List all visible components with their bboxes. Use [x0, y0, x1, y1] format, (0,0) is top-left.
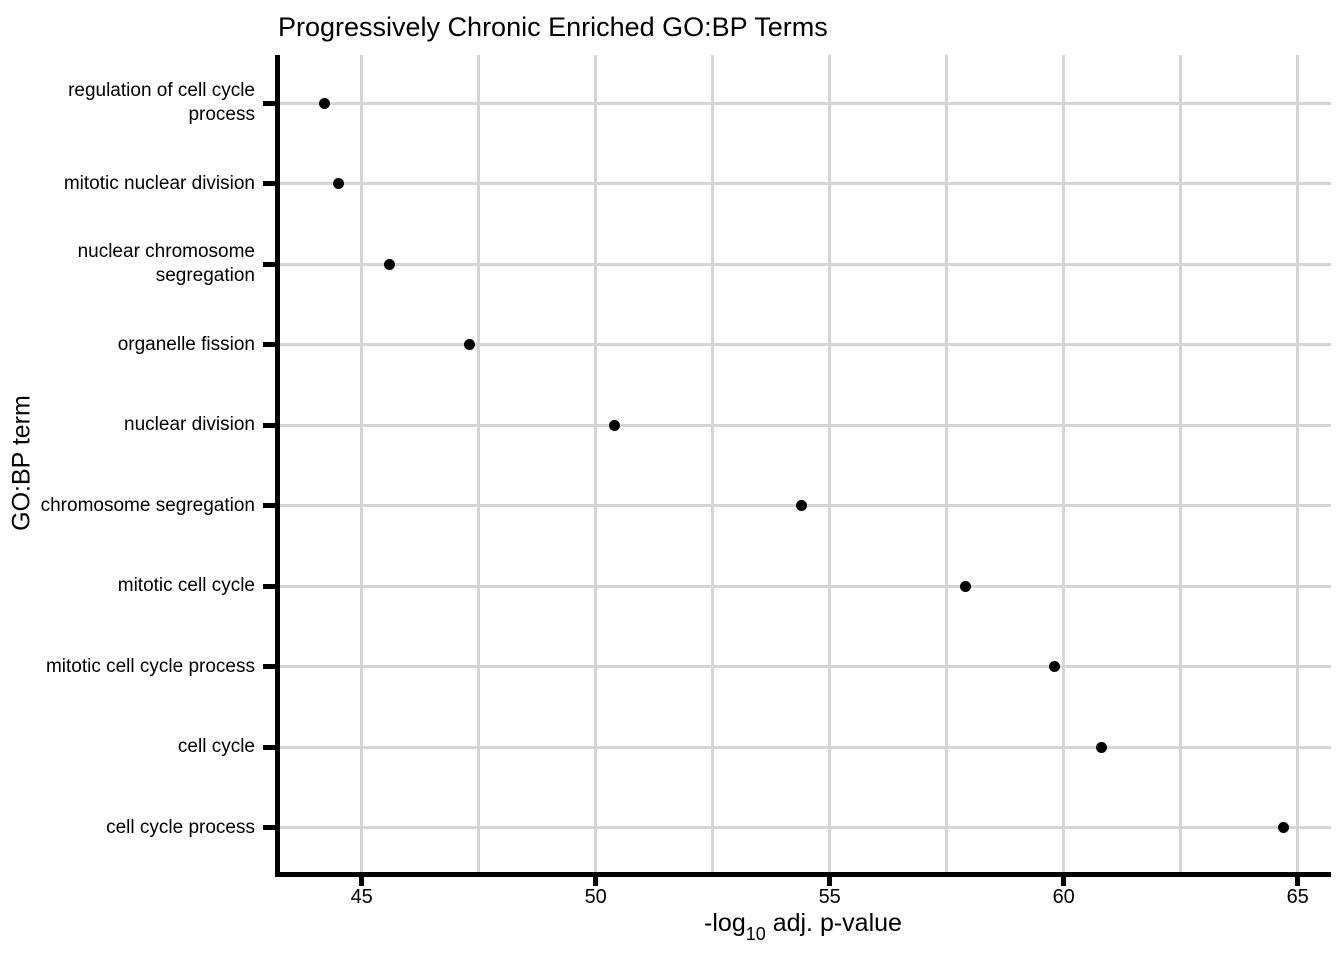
- x-axis-title-prefix: -log: [704, 909, 746, 937]
- y-gridline: [280, 262, 1331, 266]
- x-gridline-minor: [477, 55, 481, 872]
- y-tick-mark: [263, 422, 275, 428]
- plot-panel: [275, 55, 1331, 877]
- x-tick-label: 60: [1052, 886, 1075, 908]
- y-gridline: [280, 101, 1331, 105]
- x-axis-title-subscript: 10: [745, 924, 766, 945]
- data-point: [463, 339, 475, 350]
- x-gridline-minor: [711, 55, 715, 872]
- x-tick-mark: [359, 877, 365, 886]
- data-point: [1278, 822, 1290, 833]
- y-tick-label: nuclear division: [124, 414, 255, 435]
- x-gridline-major: [1062, 55, 1066, 872]
- y-gridline: [280, 826, 1331, 829]
- y-tick-label: mitotic nuclear division: [63, 172, 255, 194]
- y-tick-mark: [263, 583, 275, 589]
- x-tick-mark: [593, 877, 599, 886]
- x-tick-label: 65: [1286, 886, 1309, 908]
- y-gridline: [280, 423, 1331, 427]
- x-tick-label: 50: [584, 886, 607, 908]
- y-tick-mark: [263, 744, 275, 750]
- y-tick-mark: [263, 181, 275, 186]
- y-gridline: [280, 665, 1331, 668]
- y-tick-label: cell cycle process: [106, 816, 255, 838]
- x-tick-mark: [1061, 877, 1067, 886]
- x-tick-label: 45: [350, 886, 373, 908]
- y-gridline: [280, 182, 1331, 185]
- y-tick-mark: [263, 503, 275, 508]
- x-tick-label: 55: [818, 886, 841, 908]
- data-point: [332, 178, 344, 189]
- y-tick-label: organelle fission: [117, 333, 255, 355]
- data-point: [384, 258, 396, 270]
- y-tick-label: nuclear chromosome segregation: [77, 241, 255, 286]
- y-tick-mark: [263, 261, 275, 267]
- y-tick-label: cell cycle: [177, 736, 255, 757]
- y-tick-label: mitotic cell cycle process: [45, 655, 255, 677]
- x-gridline-minor: [1179, 55, 1183, 872]
- y-gridline: [280, 584, 1331, 588]
- y-gridline: [280, 745, 1331, 749]
- x-gridline-major: [360, 55, 364, 872]
- data-point: [959, 580, 971, 592]
- x-tick-mark: [1295, 877, 1301, 886]
- x-axis-title: -log10 adj. p-value: [275, 909, 1331, 943]
- data-point: [1095, 741, 1107, 753]
- chart-title: Progressively Chronic Enriched GO:BP Ter…: [278, 12, 828, 42]
- y-tick-label: regulation of cell cycle process: [68, 80, 255, 125]
- y-tick-mark: [263, 825, 275, 830]
- data-point: [796, 500, 808, 511]
- x-gridline-major: [1296, 55, 1300, 872]
- y-tick-label: mitotic cell cycle: [117, 575, 255, 596]
- x-gridline-major: [828, 55, 832, 872]
- y-tick-mark: [263, 100, 275, 106]
- y-tick-mark: [263, 664, 275, 669]
- data-point: [1048, 661, 1060, 672]
- y-gridline: [280, 343, 1331, 346]
- x-gridline-major: [594, 55, 598, 872]
- x-tick-mark: [827, 877, 833, 886]
- data-point: [608, 419, 620, 431]
- data-point: [318, 97, 330, 109]
- y-axis-title: GO:BP term: [7, 395, 36, 531]
- y-tick-label: chromosome segregation: [40, 494, 255, 516]
- x-gridline-minor: [945, 55, 949, 872]
- x-axis-title-suffix: adj. p-value: [765, 909, 902, 937]
- y-tick-mark: [263, 342, 275, 347]
